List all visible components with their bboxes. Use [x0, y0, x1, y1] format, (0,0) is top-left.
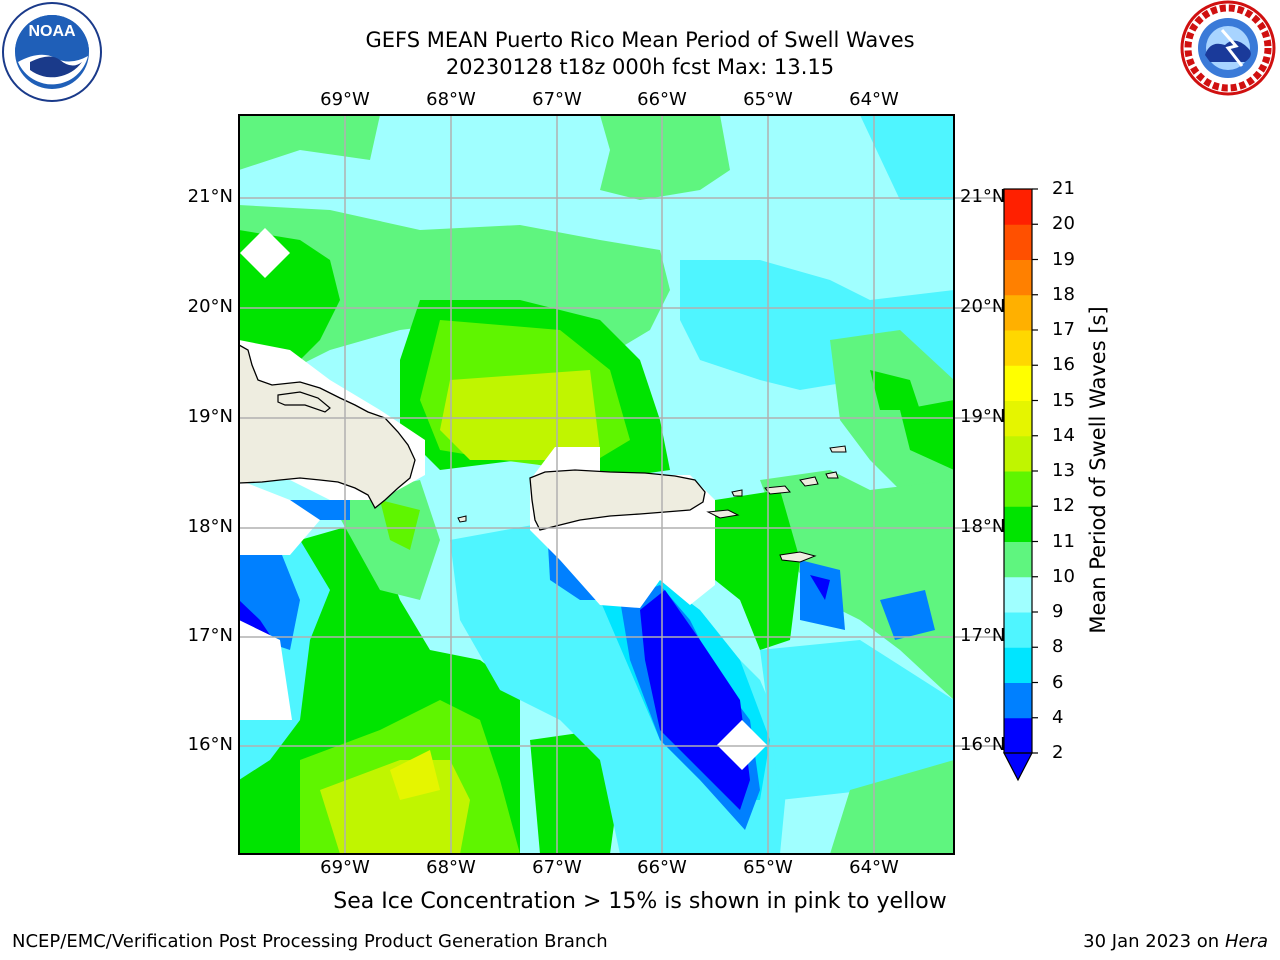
colorbar-tick-label: 15: [1052, 389, 1075, 411]
lat-label-right-3: 19°N: [960, 406, 1006, 427]
lon-label-bottom-5: 65°W: [743, 857, 793, 878]
sea-ice-note: Sea Ice Concentration > 15% is shown in …: [333, 889, 947, 914]
footer-date: 30 Jan 2023 on Hera: [1083, 931, 1268, 952]
map-gridlines: [239, 115, 1005, 854]
lat-label-left-6: 16°N: [187, 734, 233, 755]
colorbar-swatch: [1004, 294, 1032, 331]
colorbar-swatch: [1004, 400, 1032, 437]
colorbar-tick-label: 6: [1052, 671, 1064, 693]
colorbar-tick-label: 19: [1052, 248, 1075, 270]
lon-label-top-1: 69°W: [320, 89, 370, 110]
colorbar-tick-label: 17: [1052, 319, 1075, 340]
colorbar-swatch: [1004, 612, 1032, 648]
colorbar-tick-label: 20: [1052, 213, 1075, 235]
noaa-logo-text: NOAA: [28, 23, 76, 40]
colorbar-swatch: [1004, 189, 1032, 225]
colorbar-tick-label: 11: [1052, 530, 1075, 552]
chart-title-line2: 20230128 t18z 000h fcst Max: 13.15: [445, 55, 835, 79]
lon-label-bottom-6: 64°W: [849, 857, 899, 878]
colorbar-swatch: [1004, 435, 1032, 472]
colorbar-tick-label: 12: [1052, 495, 1075, 517]
colorbar-swatch: [1004, 682, 1032, 719]
map-frame: [238, 114, 955, 855]
lat-label-left-5: 17°N: [187, 625, 233, 646]
lat-label-left-3: 19°N: [187, 406, 233, 427]
colorbar-swatch: [1004, 259, 1032, 296]
colorbar-label: Mean Period of Swell Waves [s]: [1086, 306, 1110, 634]
colorbar-tick-label: 14: [1052, 424, 1075, 446]
colorbar-tick-label: 9: [1052, 601, 1064, 622]
lon-label-top-2: 68°W: [426, 89, 476, 110]
lon-label-top-4: 66°W: [637, 89, 687, 110]
lat-label-right-6: 16°N: [960, 734, 1006, 755]
colorbar-tick-label: 4: [1052, 706, 1064, 728]
noaa-logo: NOAA: [2, 2, 102, 102]
colorbar: [1004, 189, 1032, 754]
lat-label-left-2: 20°N: [187, 296, 233, 317]
chart-title-line1: GEFS MEAN Puerto Rico Mean Period of Swe…: [365, 28, 915, 52]
lon-label-top-5: 65°W: [743, 89, 793, 110]
colorbar-swatch: [1004, 506, 1032, 542]
colorbar-swatch: [1004, 471, 1032, 507]
colorbar-swatch: [1004, 224, 1032, 260]
colorbar-under-arrow: [1003, 752, 1033, 782]
lon-label-bottom-2: 68°W: [426, 857, 476, 878]
lon-label-top-3: 67°W: [532, 89, 582, 110]
colorbar-tick-label: 10: [1052, 565, 1075, 587]
footer-date-text: 30 Jan 2023 on: [1083, 931, 1225, 952]
colorbar-swatch: [1004, 365, 1032, 401]
lon-label-bottom-1: 69°W: [320, 857, 370, 878]
land-hispaniola: [239, 344, 416, 509]
lat-label-right-4: 18°N: [960, 516, 1006, 537]
lat-label-right-2: 20°N: [960, 296, 1006, 317]
lat-label-left-4: 18°N: [187, 516, 233, 537]
footer-machine: Hera: [1224, 931, 1268, 952]
colorbar-tick-label: 18: [1052, 283, 1075, 305]
lat-label-left-1: 21°N: [187, 186, 233, 207]
lon-label-bottom-3: 67°W: [532, 857, 582, 878]
colorbar-swatch: [1004, 541, 1032, 578]
swell-period-field: [239, 115, 954, 854]
colorbar-swatch: [1004, 330, 1032, 366]
colorbar-tick-label: 13: [1052, 460, 1075, 481]
lon-label-bottom-4: 66°W: [637, 857, 687, 878]
colorbar-swatch: [1004, 647, 1032, 683]
colorbar-swatch: [1004, 717, 1032, 754]
lat-label-right-5: 17°N: [960, 625, 1006, 646]
colorbar-tick-label: 16: [1052, 354, 1075, 376]
colorbar-swatch: [1004, 576, 1032, 613]
lon-label-top-6: 64°W: [849, 89, 899, 110]
lat-label-right-1: 21°N: [960, 186, 1006, 207]
footer-credit: NCEP/EMC/Verification Post Processing Pr…: [12, 931, 608, 952]
nws-logo: [1180, 0, 1276, 96]
colorbar-tick-label: 21: [1052, 178, 1075, 199]
colorbar-tick-label: 8: [1052, 636, 1064, 658]
colorbar-tick-label: 2: [1052, 742, 1064, 763]
